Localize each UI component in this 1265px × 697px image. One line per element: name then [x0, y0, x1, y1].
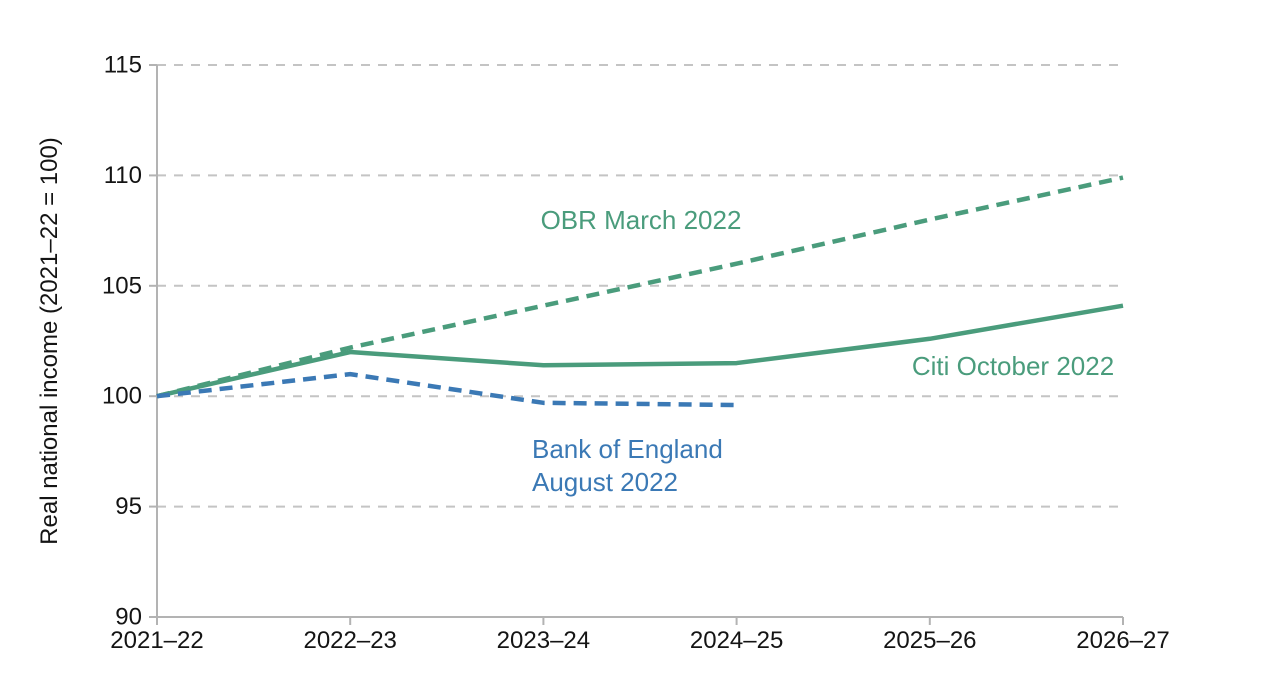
label-citi-october-2022: Citi October 2022 — [912, 351, 1114, 381]
label-bank-of-england-line1: Bank of England — [532, 434, 723, 464]
series-line-obr-march-2022 — [156, 175, 1124, 399]
label-obr-march-2022: OBR March 2022 — [541, 205, 742, 235]
x-tick-label: 2025–26 — [883, 627, 976, 654]
x-tick-label: 2026–27 — [1076, 627, 1169, 654]
x-tick-label: 2022–23 — [303, 627, 396, 654]
x-tick-label: 2024–25 — [690, 627, 783, 654]
x-tick-label: 2021–22 — [110, 627, 203, 654]
y-tick-label: 95 — [115, 493, 142, 520]
x-tick-label: 2023–24 — [497, 627, 590, 654]
y-tick-label: 90 — [115, 604, 142, 631]
y-tick-label: 115 — [104, 52, 142, 79]
y-axis-title: Real national income (2021–22 = 100) — [36, 137, 63, 545]
y-tick-label: 105 — [102, 272, 142, 299]
label-bank-of-england-line2: August 2022 — [532, 467, 678, 497]
y-tick-label: 100 — [102, 383, 142, 410]
series-line-citi-october-2022 — [156, 303, 1124, 399]
series-line-bank-of-england-august-2022 — [156, 371, 737, 408]
y-tick-label: 110 — [104, 162, 142, 189]
